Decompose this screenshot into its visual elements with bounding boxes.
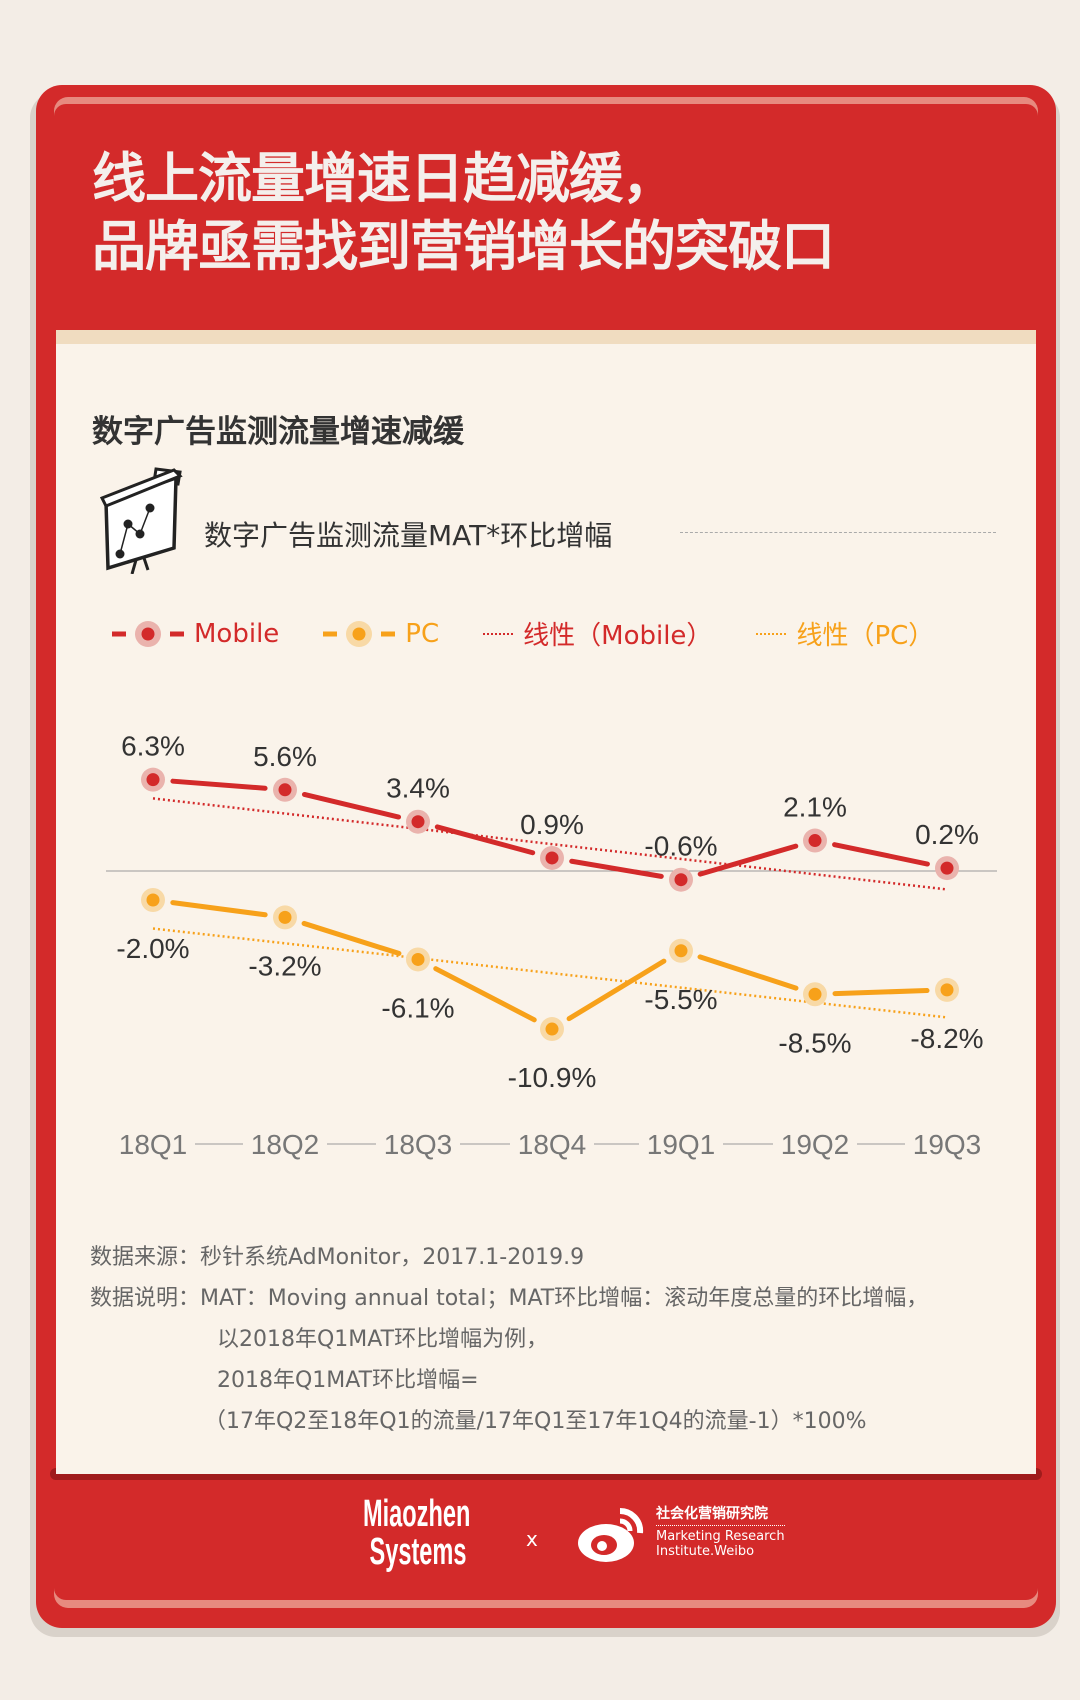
top-highlight-inner xyxy=(54,104,1038,134)
desc-line-1: MAT：Moving annual total；MAT环比增幅：滚动年度总量的环… xyxy=(200,1286,929,1311)
data-point-pc xyxy=(545,1022,559,1036)
weibo-institute-logo: 社会化营销研究院 Marketing Research Institute.We… xyxy=(656,1507,785,1559)
data-label: 0.2% xyxy=(915,819,979,850)
bottom-highlight-inner xyxy=(54,1570,1038,1600)
data-point-pc xyxy=(674,944,688,958)
line-chart: 6.3% 5.6% 3.4% 0.9% -0.6% 2.1% 0.2% -2.0% -3.2% -… xyxy=(106,731,997,1160)
legend-mobile: Mobile xyxy=(112,619,279,649)
dotted-line-icon xyxy=(756,632,787,635)
series-segment xyxy=(697,954,799,991)
data-label: 0.9% xyxy=(520,809,584,840)
collab-x: x xyxy=(526,1527,538,1551)
x-tick-label: 18Q1 xyxy=(119,1129,188,1160)
series-segment xyxy=(566,958,667,1022)
data-point-pc xyxy=(411,952,425,966)
legend-trend-mobile: 线性（Mobile） xyxy=(483,615,712,652)
desc-line-4: （17年Q2至18年Q1的流量/17年Q1至17年1Q4的流量-1）*100% xyxy=(204,1409,867,1434)
page-title: 线上流量增速日趋减缓， 品牌亟需找到营销增长的突破口 xyxy=(92,145,835,281)
series-segment xyxy=(434,824,536,856)
series-segment xyxy=(301,791,402,820)
source-label: 数据来源： xyxy=(90,1245,201,1270)
series-segment xyxy=(697,843,799,877)
series-segment xyxy=(301,920,402,956)
dotted-line-icon xyxy=(483,632,514,635)
data-label: 2.1% xyxy=(783,792,847,823)
data-point-mobile xyxy=(674,873,688,887)
source-text: 秒针系统AdMonitor，2017.1-2019.9 xyxy=(200,1245,585,1270)
logo2-en1: Marketing Research xyxy=(656,1529,785,1544)
data-point-pc xyxy=(278,910,292,924)
section-subtitle: 数字广告监测流量增速减缓 xyxy=(92,414,464,450)
legend-pc: PC xyxy=(323,619,439,649)
x-tick-label: 18Q2 xyxy=(251,1129,320,1160)
data-label: -8.2% xyxy=(910,1023,983,1054)
data-label: -6.1% xyxy=(381,992,454,1023)
x-tick-label: 19Q1 xyxy=(647,1129,716,1160)
series-segment xyxy=(569,858,664,879)
data-point-mobile xyxy=(940,861,954,875)
infographic-card: 线上流量增速日趋减缓， 品牌亟需找到营销增长的突破口 数字广告监测流量增速减缓 … xyxy=(36,85,1056,1628)
series-segment xyxy=(832,988,930,997)
data-label: -2.0% xyxy=(116,933,189,964)
desc-label: 数据说明： xyxy=(90,1286,201,1311)
data-point-mobile xyxy=(545,851,559,865)
title-line-1: 线上流量增速日趋减缓， xyxy=(92,147,676,210)
chart-title: 数字广告监测流量MAT*环比增幅 xyxy=(204,519,613,552)
data-point-mobile xyxy=(278,783,292,797)
footer: Miaozhen Systems x 社会化营销研究院 Marketing Re… xyxy=(36,1495,1056,1605)
data-point-pc xyxy=(146,893,160,907)
logo2-cn: 社会化营销研究院 xyxy=(656,1507,785,1526)
data-point-pc xyxy=(808,987,822,1001)
miaozhen-logo: Miaozhen Systems xyxy=(363,1493,471,1573)
data-point-pc xyxy=(940,983,954,997)
trendline-mobile xyxy=(152,797,948,891)
data-point-mobile xyxy=(146,773,160,787)
mobile-marker-icon xyxy=(112,620,184,647)
data-label: 5.6% xyxy=(253,741,317,772)
legend-trend-pc: 线性（PC） xyxy=(756,615,934,652)
x-tick-label: 19Q3 xyxy=(913,1129,982,1160)
data-label: -0.6% xyxy=(644,831,717,862)
data-label: -8.5% xyxy=(778,1027,851,1058)
series-segment xyxy=(832,842,930,867)
logo2-en2: Institute.Weibo xyxy=(656,1544,755,1559)
weibo-logo-icon xyxy=(578,1507,644,1562)
data-label: 3.4% xyxy=(386,773,450,804)
presentation-chart-icon xyxy=(98,464,188,578)
legend-trend-mobile-label: 线性（Mobile） xyxy=(523,621,713,651)
desc-line-3: 2018年Q1MAT环比增幅= xyxy=(217,1368,479,1393)
series-segment xyxy=(170,778,268,791)
title-line-2: 品牌亟需找到营销增长的突破口 xyxy=(92,215,835,278)
desc-line-2: 以2018年Q1MAT环比增幅为例， xyxy=(217,1327,549,1352)
notes: 数据来源：秒针系统AdMonitor，2017.1-2019.9 数据说明：MA… xyxy=(90,1237,928,1442)
title-divider xyxy=(680,532,996,533)
series-segment xyxy=(170,900,268,918)
data-label: -10.9% xyxy=(508,1062,597,1093)
data-point-mobile xyxy=(808,834,822,848)
chart-panel: 数字广告监测流量增速减缓 数字广告监测流量MAT*环比增幅 Mobile xyxy=(56,330,1036,1474)
x-tick-label: 19Q2 xyxy=(781,1129,850,1160)
x-tick-label: 18Q4 xyxy=(518,1129,587,1160)
series-segment xyxy=(433,966,537,1023)
legend-pc-label: PC xyxy=(405,618,440,649)
data-label: 6.3% xyxy=(121,731,185,762)
data-label: -3.2% xyxy=(248,950,321,981)
data-label: -5.5% xyxy=(644,984,717,1015)
chart-legend: Mobile PC 线性（Mobile） 线性（PC） xyxy=(112,615,978,652)
x-tick-label: 18Q3 xyxy=(384,1129,453,1160)
pc-marker-icon xyxy=(323,620,396,647)
legend-mobile-label: Mobile xyxy=(194,618,280,649)
legend-trend-pc-label: 线性（PC） xyxy=(796,621,935,651)
data-point-mobile xyxy=(411,815,425,829)
